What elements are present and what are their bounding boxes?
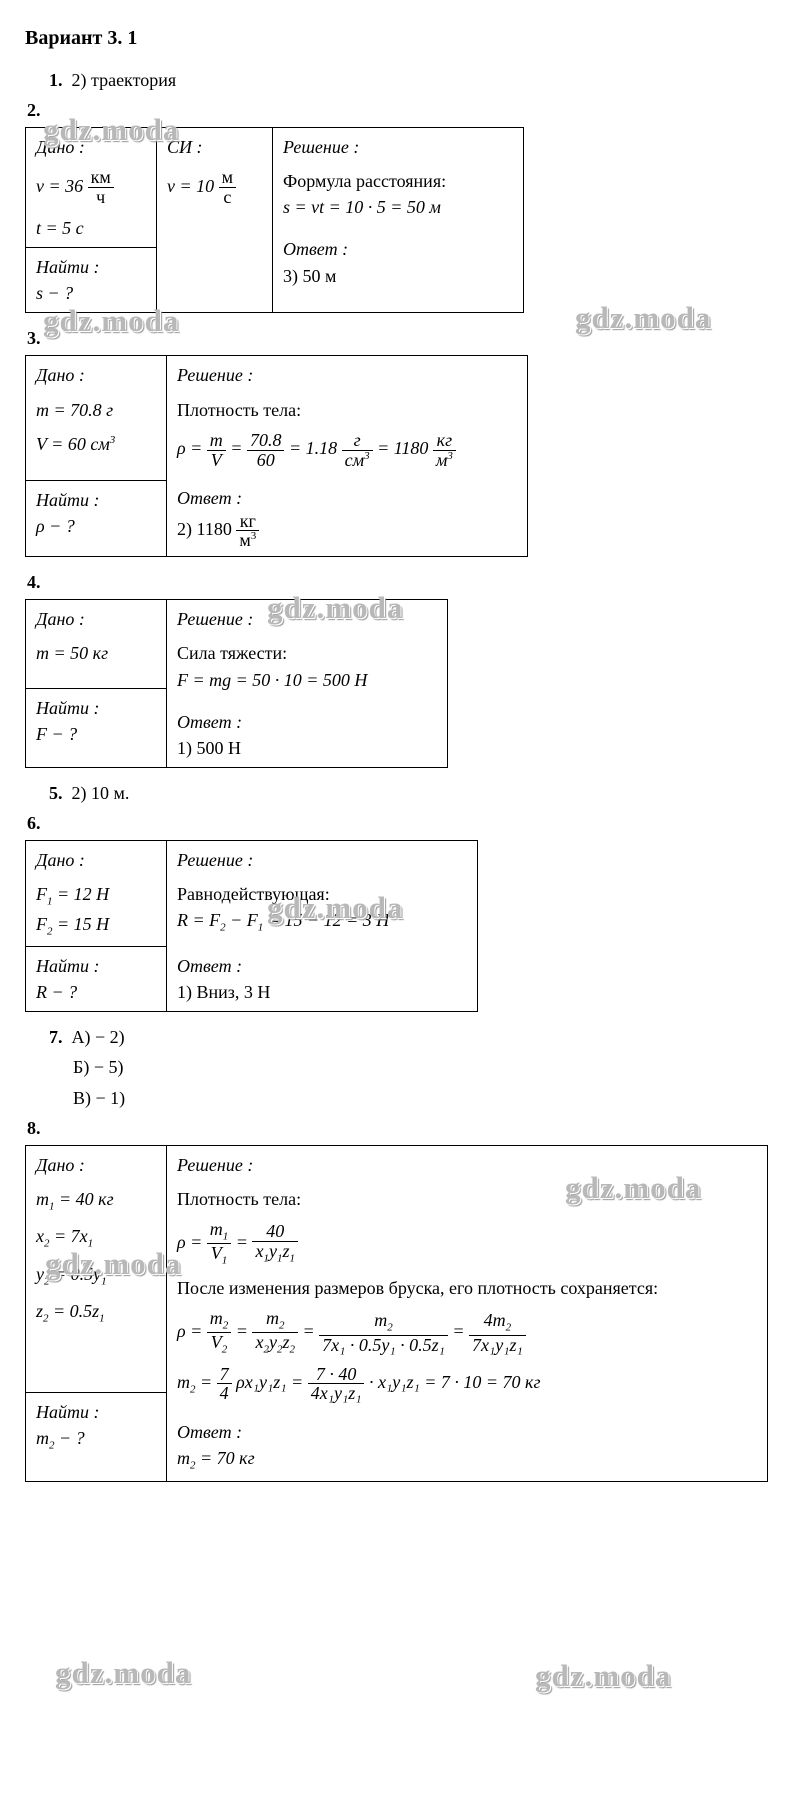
q4-num: 4.: [27, 569, 785, 595]
q3-num: 3.: [27, 325, 785, 351]
q4-sol: Решение : Сила тяжести: F = mg = 50 · 10…: [167, 600, 448, 767]
q2-si: СИ : v = 10 мс: [157, 128, 273, 313]
q4-dano: Дано :m = 50 кг: [26, 600, 167, 689]
q1: 1. 2) траектория: [49, 67, 785, 93]
q8-table: Дано : m1 = 40 кг x2 = 7x1 y2 = 0.5y1 z2…: [25, 1145, 768, 1482]
variant-title: Вариант 3. 1: [25, 24, 785, 53]
watermark: gdz.moda: [535, 1654, 671, 1699]
watermark: gdz.moda: [55, 1651, 191, 1696]
q7a: 7. А) − 2): [49, 1024, 785, 1050]
q6-num: 6.: [27, 810, 785, 836]
q3-sol: Решение : Плотность тела: ρ = mV = 70.86…: [167, 356, 528, 557]
q7c: В) − 1): [73, 1085, 785, 1111]
q3-table: Дано : m = 70.8 г V = 60 см3 Решение : П…: [25, 355, 528, 557]
q4-find: Найти :F − ?: [26, 688, 167, 767]
q7b: Б) − 5): [73, 1054, 785, 1080]
q2-dano: Дано : v = 36 кмч t = 5 с: [26, 128, 157, 248]
q2-num: 2.: [27, 97, 785, 123]
q8-find: Найти :m2 − ?: [26, 1392, 167, 1482]
q3-find: Найти :ρ − ?: [26, 481, 167, 557]
q2-sol: Решение : Формула расстояния: s = vt = 1…: [273, 128, 524, 313]
q2-table: Дано : v = 36 кмч t = 5 с СИ : v = 10 мс…: [25, 127, 524, 313]
q6-table: Дано : F1 = 12 Н F2 = 15 Н Решение : Рав…: [25, 840, 478, 1012]
q8-num: 8.: [27, 1115, 785, 1141]
q8-sol: Решение : Плотность тела: ρ = m1V1 = 40x…: [167, 1145, 768, 1481]
q3-dano: Дано : m = 70.8 г V = 60 см3: [26, 356, 167, 481]
q6-sol: Решение : Равнодействующая: R = F2 − F1 …: [167, 841, 478, 1012]
q6-dano: Дано : F1 = 12 Н F2 = 15 Н: [26, 841, 167, 947]
page: Вариант 3. 1 1. 2) траектория 2. Дано : …: [25, 24, 785, 1482]
q6-find: Найти :R − ?: [26, 947, 167, 1012]
q5: 5. 2) 10 м.: [49, 780, 785, 806]
q4-table: Дано :m = 50 кг Решение : Сила тяжести: …: [25, 599, 448, 767]
q8-dano: Дано : m1 = 40 кг x2 = 7x1 y2 = 0.5y1 z2…: [26, 1145, 167, 1392]
q2-find: Найти :s − ?: [26, 248, 157, 313]
